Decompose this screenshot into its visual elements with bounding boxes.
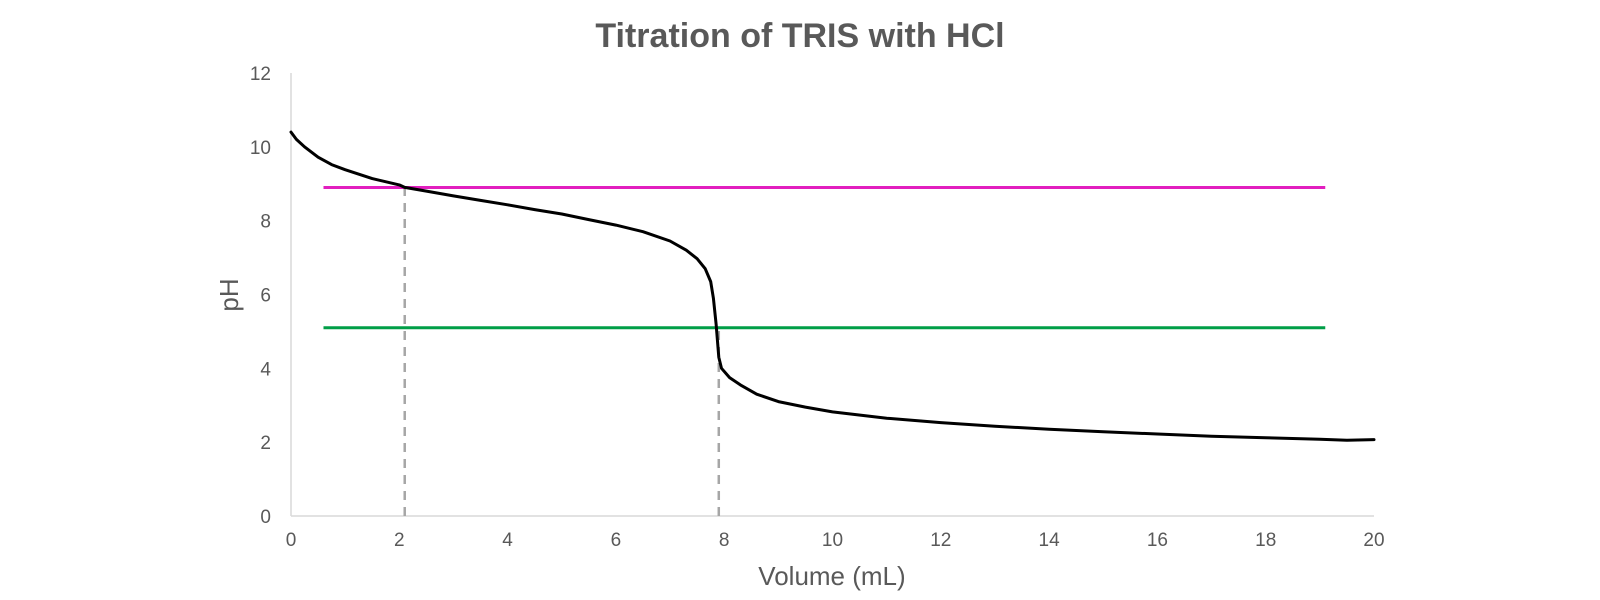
y-tick-label: 10 xyxy=(250,138,271,159)
x-tick-label: 4 xyxy=(502,530,513,551)
x-tick-label: 16 xyxy=(1147,530,1168,551)
x-tick-label: 6 xyxy=(611,530,622,551)
chart-title: Titration of TRIS with HCl xyxy=(595,17,1004,55)
x-tick-label: 2 xyxy=(394,530,405,551)
x-tick-label: 12 xyxy=(930,530,951,551)
x-axis-title: Volume (mL) xyxy=(758,561,905,591)
titration-curve-line xyxy=(289,130,1376,442)
x-tick-label: 8 xyxy=(719,530,730,551)
x-tick-label: 14 xyxy=(1039,530,1061,551)
x-tick-label: 20 xyxy=(1363,530,1384,551)
axes xyxy=(290,73,1374,517)
y-tick-label: 4 xyxy=(260,359,271,380)
x-tick-label: 0 xyxy=(286,530,297,551)
y-tick-label: 0 xyxy=(260,507,271,528)
y-tick-label: 2 xyxy=(260,433,271,454)
y-axis-title: pH xyxy=(214,278,244,311)
y-tick-label: 12 xyxy=(250,64,271,85)
series-layer xyxy=(289,130,1376,442)
x-tick-label: 10 xyxy=(822,530,843,551)
x-tick-label: 18 xyxy=(1255,530,1276,551)
y-tick-label: 6 xyxy=(260,286,271,307)
y-tick-label: 8 xyxy=(260,212,271,233)
reference-lines xyxy=(323,185,1326,516)
y-tick-labels: 0 2 4 6 8 10 12 xyxy=(250,64,272,528)
x-tick-labels: 0 2 4 6 8 10 12 14 16 18 20 xyxy=(286,530,1385,551)
